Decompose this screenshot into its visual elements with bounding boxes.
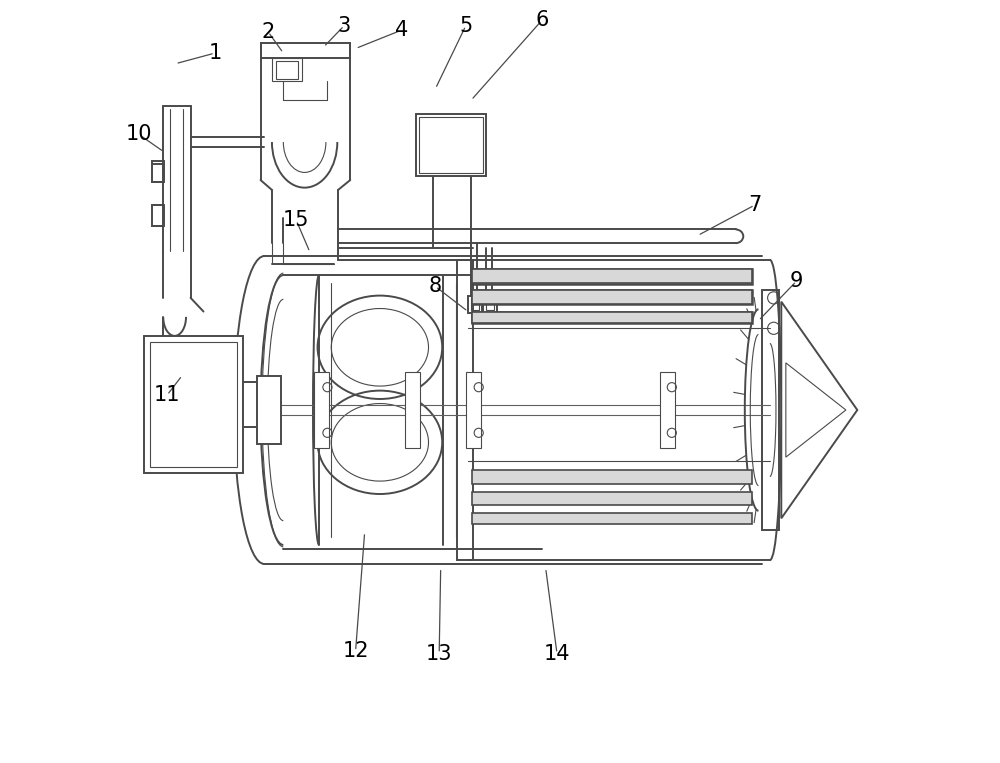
Bar [483, 296, 497, 313]
Text: 10: 10 [126, 124, 152, 144]
Text: 13: 13 [426, 644, 452, 664]
Text: 1: 1 [208, 43, 222, 63]
Bar [660, 372, 675, 448]
Bar [472, 311, 752, 323]
Text: 15: 15 [283, 211, 310, 230]
Bar [314, 372, 329, 448]
Bar [419, 117, 483, 173]
Bar [152, 368, 204, 404]
Bar [149, 365, 206, 407]
Bar [144, 336, 243, 473]
Bar [457, 260, 473, 560]
Bar [472, 471, 752, 485]
Bar [468, 296, 482, 313]
Bar [472, 513, 752, 524]
Text: 14: 14 [544, 644, 570, 664]
Text: 8: 8 [429, 276, 442, 297]
Bar [762, 290, 779, 530]
Bar [257, 376, 281, 444]
Text: 4: 4 [395, 21, 408, 40]
Text: 2: 2 [262, 22, 275, 42]
Text: 7: 7 [748, 195, 761, 215]
Bar [243, 382, 262, 427]
Bar [272, 59, 302, 81]
Bar [276, 61, 298, 79]
Text: 12: 12 [342, 642, 369, 662]
Bar [472, 290, 752, 304]
Text: 9: 9 [790, 271, 803, 291]
Bar [472, 491, 752, 505]
Text: 6: 6 [535, 11, 548, 31]
Bar [471, 299, 479, 310]
Bar [472, 311, 752, 323]
Bar [150, 342, 237, 467]
Bar [472, 269, 752, 284]
Text: 5: 5 [459, 16, 472, 36]
Bar [466, 372, 481, 448]
Bar [486, 299, 494, 310]
Text: 3: 3 [338, 16, 351, 36]
Bar [416, 114, 486, 176]
Bar [152, 205, 164, 227]
Text: 11: 11 [154, 385, 180, 405]
Bar [152, 161, 164, 182]
Bar [405, 372, 420, 448]
Bar [261, 43, 350, 59]
Bar [472, 269, 752, 282]
Polygon shape [786, 363, 846, 457]
Bar [472, 290, 752, 304]
Polygon shape [781, 301, 857, 518]
